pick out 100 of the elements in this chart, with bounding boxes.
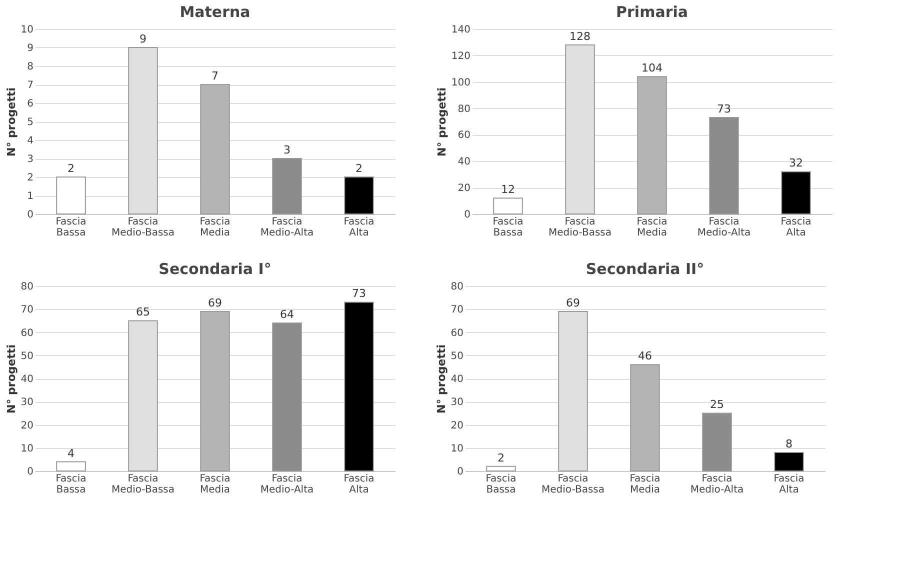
y-tick-label: 5 — [27, 117, 34, 128]
y-axis-title: N° progetti — [434, 344, 448, 414]
data-label: 73 — [352, 287, 366, 300]
y-tick-label: 20 — [458, 183, 470, 194]
x-tick-label: Fascia Alta — [344, 216, 374, 238]
bar — [344, 176, 374, 214]
data-label: 8 — [786, 438, 792, 450]
x-tick-label: Fascia Alta — [780, 216, 812, 238]
data-label: 25 — [710, 398, 724, 412]
y-tick-label: 40 — [450, 374, 464, 385]
y-tick-label: 20 — [20, 420, 34, 432]
y-tick-label: 30 — [450, 397, 464, 408]
y-tick-label: 9 — [27, 43, 34, 54]
x-tick-label: Fascia Alta — [774, 474, 804, 496]
bar — [200, 84, 230, 214]
y-tick-label: 3 — [27, 154, 34, 165]
y-tick-label: 8 — [27, 62, 34, 72]
y-tick-label: 10 — [450, 443, 464, 454]
bar — [272, 158, 302, 214]
y-tick-label: 20 — [450, 420, 464, 432]
y-tick-label: 70 — [450, 304, 464, 316]
data-label: 2 — [498, 451, 504, 464]
x-tick-label: Fascia Bassa — [56, 216, 86, 238]
data-label: 4 — [68, 446, 74, 460]
bar — [486, 466, 516, 472]
bar — [272, 322, 302, 472]
data-label: 2 — [68, 162, 74, 175]
y-tick-label: 4 — [27, 136, 34, 146]
x-tick-label: Fascia Media — [200, 474, 230, 496]
data-label: 2 — [356, 162, 362, 175]
data-label: 9 — [140, 32, 146, 46]
data-label: 104 — [642, 62, 662, 75]
x-tick-label: Fascia Media — [200, 216, 230, 238]
data-label: 12 — [501, 183, 515, 196]
x-tick-label: Fascia Medio-Alta — [260, 474, 314, 496]
data-label: 3 — [284, 144, 290, 156]
data-label: 73 — [717, 102, 731, 116]
y-tick-label: 80 — [450, 282, 464, 292]
bar — [781, 171, 811, 214]
x-tick-label: Fascia Medio-Alta — [260, 216, 314, 238]
x-tick-label: Fascia Medio-Bassa — [542, 474, 604, 496]
y-tick-label: 6 — [27, 98, 34, 110]
x-tick-label: Fascia Media — [630, 474, 660, 496]
data-label: 64 — [280, 308, 294, 321]
y-tick-label: 100 — [451, 77, 470, 88]
chart-title: Primaria — [616, 3, 688, 21]
bar — [637, 76, 667, 214]
y-tick-label: 10 — [20, 24, 34, 36]
y-tick-label: 140 — [451, 24, 470, 36]
y-tick-label: 2 — [27, 172, 34, 184]
y-axis-title: N° progetti — [4, 344, 18, 414]
y-tick-label: 60 — [450, 328, 464, 339]
data-label: 128 — [570, 30, 590, 43]
x-tick-label: Fascia Bassa — [56, 474, 86, 496]
y-tick-label: 30 — [20, 397, 34, 408]
x-tick-label: Fascia Bassa — [486, 474, 516, 496]
y-tick-label: 0 — [27, 210, 34, 220]
data-label: 65 — [136, 306, 150, 319]
bar — [630, 364, 660, 472]
chart-title: Materna — [180, 3, 250, 21]
bar — [56, 176, 86, 214]
y-tick-label: 40 — [20, 374, 34, 385]
data-label: 32 — [789, 156, 803, 170]
bar — [344, 302, 374, 472]
y-tick-label: 0 — [464, 210, 470, 220]
y-tick-label: 60 — [20, 328, 34, 339]
chart-title: Secondaria II° — [586, 260, 704, 278]
y-tick-label: 50 — [20, 350, 34, 362]
y-axis-title: N° progetti — [435, 87, 448, 157]
y-tick-label: 0 — [457, 466, 464, 478]
y-tick-label: 7 — [27, 80, 34, 91]
y-tick-label: 70 — [20, 304, 34, 316]
x-tick-label: Fascia Medio-Alta — [690, 474, 744, 496]
y-tick-label: 80 — [20, 282, 34, 292]
data-label: 69 — [208, 296, 222, 310]
y-axis-title: N° progetti — [4, 87, 18, 157]
y-tick-label: 60 — [458, 130, 470, 142]
x-tick-label: Fascia Alta — [344, 474, 374, 496]
y-tick-label: 1 — [27, 191, 34, 202]
x-tick-label: Fascia Medio-Alta — [697, 216, 751, 238]
y-tick-label: 40 — [458, 156, 470, 168]
bar — [56, 461, 86, 472]
data-label: 7 — [212, 70, 218, 82]
bar — [774, 452, 804, 472]
x-tick-label: Fascia Medio-Bassa — [548, 216, 612, 238]
x-tick-label: Fascia Media — [636, 216, 668, 238]
data-label: 46 — [638, 350, 652, 363]
x-tick-label: Fascia Medio-Bassa — [112, 474, 174, 496]
bar — [702, 412, 732, 472]
y-tick-label: 80 — [458, 104, 470, 115]
x-tick-label: Fascia Bassa — [492, 216, 524, 238]
bar — [200, 310, 230, 472]
chart-title: Secondaria I° — [158, 260, 272, 278]
y-tick-label: 120 — [451, 50, 470, 62]
bar — [493, 198, 523, 214]
data-label: 69 — [566, 296, 580, 310]
x-tick-label: Fascia Medio-Bassa — [112, 216, 174, 238]
y-tick-label: 50 — [450, 350, 464, 362]
y-tick-label: 0 — [27, 466, 34, 478]
bar — [709, 117, 739, 214]
